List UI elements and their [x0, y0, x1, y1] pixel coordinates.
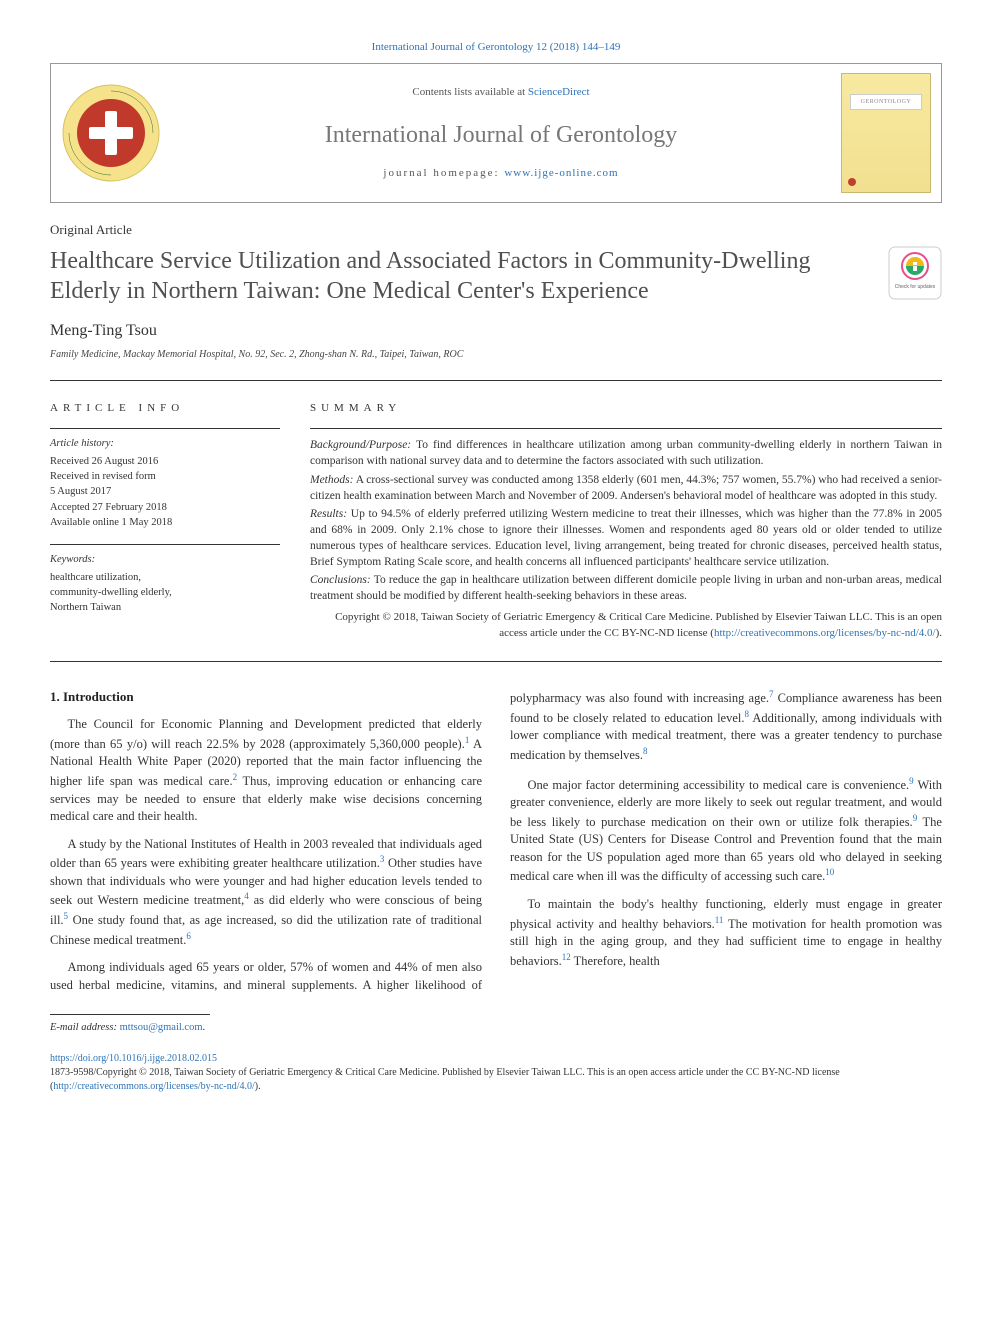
author-affiliation: Family Medicine, Mackay Memorial Hospita…: [50, 348, 942, 362]
contents-prefix: Contents lists available at: [412, 86, 527, 98]
article-body: 1. Introduction The Council for Economic…: [50, 688, 942, 994]
doi-link[interactable]: https://doi.org/10.1016/j.ijge.2018.02.0…: [50, 1053, 217, 1064]
summary-label: summary: [310, 401, 942, 416]
journal-name: International Journal of Gerontology: [325, 119, 678, 153]
keywords-header: Keywords:: [50, 553, 280, 568]
ref-link[interactable]: 10: [825, 867, 834, 877]
ref-link[interactable]: 8: [643, 746, 648, 756]
ref-link[interactable]: 6: [186, 931, 191, 941]
summary-conclusions: Conclusions: To reduce the gap in health…: [310, 572, 942, 604]
summary-rule: [310, 428, 942, 429]
info-rule: [50, 544, 280, 545]
body-paragraph: A study by the National Institutes of He…: [50, 836, 482, 950]
correspondence: E-mail address: mttsou@gmail.com.: [50, 1021, 942, 1036]
article-title: Healthcare Service Utilization and Assoc…: [50, 246, 872, 306]
email-label: E-mail address:: [50, 1022, 120, 1033]
check-updates-icon: Check for updates: [888, 246, 942, 300]
check-updates-badge[interactable]: Check for updates: [888, 246, 942, 305]
summary-background: Background/Purpose: To find differences …: [310, 437, 942, 469]
copyright: Copyright © 2018, Taiwan Society of Geri…: [310, 610, 942, 641]
history-line: Available online 1 May 2018: [50, 515, 280, 530]
license-link[interactable]: http://creativecommons.org/licenses/by-n…: [714, 627, 936, 639]
summary-methods: Methods: A cross-sectional survey was co…: [310, 472, 942, 504]
article-info-label: article info: [50, 401, 280, 416]
cover-dot-icon: [848, 178, 856, 186]
divider: [50, 661, 942, 662]
society-logo: [51, 64, 171, 202]
volume-citation: International Journal of Gerontology 12 …: [50, 40, 942, 55]
footnote-rule: [50, 1014, 210, 1015]
keyword: community-dwelling elderly,: [50, 585, 280, 600]
history-line: Received 26 August 2016: [50, 454, 280, 469]
cover-title: GERONTOLOGY: [850, 94, 922, 110]
section-heading: 1. Introduction: [50, 688, 482, 706]
body-paragraph: To maintain the body's healthy functioni…: [510, 896, 942, 970]
author-name: Meng-Ting Tsou: [50, 320, 942, 342]
doi-block: https://doi.org/10.1016/j.ijge.2018.02.0…: [50, 1052, 942, 1094]
homepage-link[interactable]: www.ijge-online.com: [504, 167, 618, 179]
cover-thumbnail: GERONTOLOGY: [831, 64, 941, 202]
volume-citation-link[interactable]: International Journal of Gerontology 12 …: [372, 41, 621, 53]
history-line: 5 August 2017: [50, 484, 280, 499]
article-type: Original Article: [50, 221, 942, 239]
license-link-footer[interactable]: http://creativecommons.org/licenses/by-n…: [53, 1081, 254, 1092]
society-logo-svg: [61, 83, 161, 183]
divider: [50, 380, 942, 381]
history-line: Accepted 27 February 2018: [50, 500, 280, 515]
history-line: Received in revised form: [50, 469, 280, 484]
body-paragraph: One major factor determining accessibili…: [510, 775, 942, 886]
body-paragraph: The Council for Economic Planning and De…: [50, 716, 482, 825]
svg-text:Check for updates: Check for updates: [895, 284, 936, 290]
keyword: healthcare utilization,: [50, 570, 280, 585]
keyword: Northern Taiwan: [50, 600, 280, 615]
ref-link[interactable]: 12: [562, 952, 571, 962]
history-header: Article history:: [50, 437, 280, 452]
journal-header: Contents lists available at ScienceDirec…: [50, 63, 942, 203]
sciencedirect-link[interactable]: ScienceDirect: [528, 86, 590, 98]
author-email-link[interactable]: mttsou@gmail.com: [120, 1022, 203, 1033]
homepage-line: journal homepage: www.ijge-online.com: [383, 166, 618, 181]
contents-line: Contents lists available at ScienceDirec…: [412, 85, 589, 100]
info-rule: [50, 428, 280, 429]
summary-results: Results: Up to 94.5% of elderly preferre…: [310, 506, 942, 570]
homepage-prefix: journal homepage:: [383, 167, 504, 179]
